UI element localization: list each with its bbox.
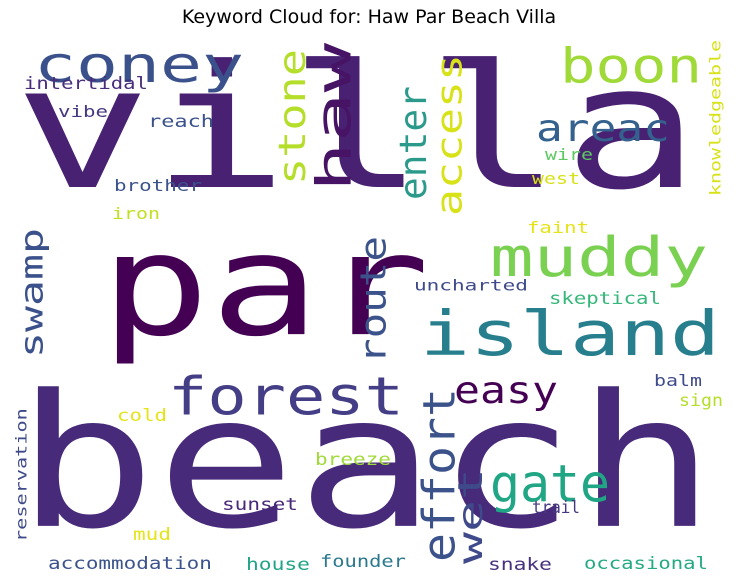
cloud-word-west: west <box>532 170 580 189</box>
cloud-word-house: house <box>246 554 310 574</box>
cloud-word-founder: founder <box>320 552 406 571</box>
cloud-word-par: par <box>100 205 430 368</box>
cloud-word-boon: boon <box>560 38 702 94</box>
cloud-word-gate: gate <box>490 454 610 514</box>
cloud-word-route: route <box>353 236 395 364</box>
cloud-word-accommodation: accommodation <box>48 553 212 574</box>
cloud-word-muddy: muddy <box>490 226 708 290</box>
cloud-word-easy: easy <box>454 368 558 413</box>
cloud-word-haw: haw <box>306 42 362 192</box>
cloud-word-villa: villa <box>14 28 700 227</box>
cloud-word-sunset: sunset <box>222 494 298 515</box>
chart-title: Keyword Cloud for: Haw Par Beach Villa <box>181 6 557 28</box>
cloud-word-reservation: reservation <box>13 408 31 542</box>
cloud-word-breeze: breeze <box>315 449 391 470</box>
cloud-word-trail: trail <box>532 497 580 517</box>
cloud-word-access: access <box>428 54 470 216</box>
cloud-word-iron: iron <box>112 205 160 224</box>
cloud-word-vibe: vibe <box>58 103 108 121</box>
cloud-word-reach: reach <box>148 111 214 131</box>
cloud-word-island: island <box>420 299 720 371</box>
cloud-word-wet: wet <box>450 468 490 564</box>
cloud-word-beach: beach <box>16 356 716 570</box>
cloud-word-faint: faint <box>527 219 589 237</box>
cloud-word-knowledgeable: knowledgeable <box>706 40 724 196</box>
cloud-word-snake: snake <box>488 554 552 574</box>
cloud-word-forest: forest <box>168 366 404 427</box>
cloud-word-coney: coney <box>34 37 244 94</box>
cloud-word-stone: stone <box>270 49 314 185</box>
cloud-word-uncharted: uncharted <box>414 277 528 295</box>
cloud-word-effort: effort <box>413 388 465 562</box>
cloud-word-mud: mud <box>133 524 171 545</box>
cloud-word-skeptical: skeptical <box>549 289 661 309</box>
cloud-word-wire: wire <box>545 146 593 165</box>
cloud-word-intertidal: intertidal <box>24 74 148 94</box>
cloud-word-cold: cold <box>117 406 167 426</box>
cloud-word-swamp: swamp <box>14 228 50 358</box>
cloud-word-sign: sign <box>679 391 723 410</box>
cloud-word-enter: enter <box>391 86 435 200</box>
cloud-word-balm: balm <box>654 372 702 391</box>
cloud-word-areac: areac <box>536 106 670 150</box>
cloud-word-occasional: occasional <box>584 554 708 574</box>
cloud-word-brother: brother <box>114 177 202 195</box>
